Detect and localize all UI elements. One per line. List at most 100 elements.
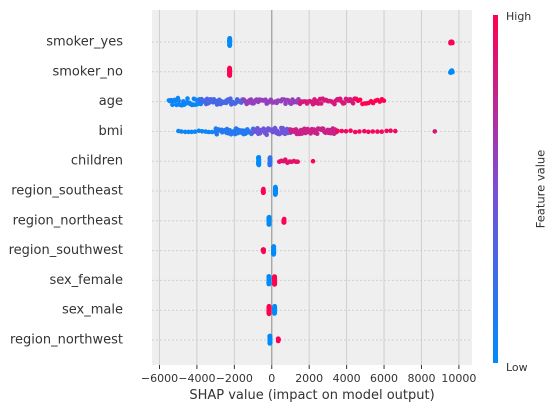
feature-label: children xyxy=(71,154,123,169)
feature-label: region_northwest xyxy=(10,333,123,348)
data-point xyxy=(318,101,324,106)
data-point xyxy=(272,309,278,314)
data-point xyxy=(275,336,281,342)
data-point xyxy=(264,132,270,137)
data-point xyxy=(248,97,254,102)
data-point xyxy=(283,101,288,106)
data-point xyxy=(255,126,260,131)
data-point xyxy=(214,132,220,137)
data-point xyxy=(295,159,301,164)
feature-label: age xyxy=(99,94,123,109)
x-tick-label: 0 xyxy=(268,372,275,385)
plot-background xyxy=(152,10,472,365)
data-point xyxy=(432,129,438,134)
data-point xyxy=(352,129,358,135)
data-point xyxy=(271,252,277,257)
data-point xyxy=(182,129,188,135)
x-tick-label: 6000 xyxy=(370,372,398,385)
data-point xyxy=(281,220,287,225)
data-point xyxy=(339,128,345,134)
x-tick-label: −2000 xyxy=(216,372,253,385)
x-tick-label: 2000 xyxy=(295,372,323,385)
feature-label: sex_female xyxy=(49,273,123,288)
colorbar xyxy=(493,15,498,363)
data-point xyxy=(256,156,261,162)
x-tick-label: −6000 xyxy=(141,372,178,385)
data-point xyxy=(260,248,266,253)
data-point xyxy=(179,129,184,134)
colorbar-high-label: High xyxy=(506,10,531,23)
x-tick-label: −4000 xyxy=(178,372,215,385)
data-point xyxy=(381,98,387,103)
data-point xyxy=(388,128,393,133)
data-point xyxy=(189,129,194,135)
data-point xyxy=(204,96,210,102)
data-points xyxy=(166,36,455,346)
x-tick-label: 4000 xyxy=(333,372,361,385)
data-point xyxy=(273,191,278,196)
data-point xyxy=(357,129,362,134)
data-point xyxy=(343,129,349,134)
data-point xyxy=(384,128,389,134)
data-point xyxy=(266,309,272,315)
data-point xyxy=(272,281,277,287)
data-point xyxy=(176,98,181,103)
colorbar-title: Feature value xyxy=(534,150,548,229)
data-point xyxy=(281,216,287,222)
data-point xyxy=(335,128,340,134)
x-axis-ticks: −6000 −4000 −2000 0 2000 4000 6000 8000 10000 xyxy=(141,365,476,385)
data-point xyxy=(362,128,367,134)
data-point xyxy=(266,216,272,221)
feature-label: region_northeast xyxy=(13,213,123,228)
data-point xyxy=(271,246,277,251)
data-point xyxy=(450,69,455,75)
data-point xyxy=(379,129,385,134)
feature-label: bmi xyxy=(98,124,123,139)
data-point xyxy=(256,162,262,168)
data-point xyxy=(260,190,266,195)
colorbar-low-label: Low xyxy=(506,361,528,374)
data-point xyxy=(228,96,233,101)
x-tick-label: 8000 xyxy=(407,372,435,385)
feature-label: smoker_no xyxy=(53,64,124,79)
data-point xyxy=(227,73,232,78)
data-point xyxy=(170,102,175,108)
data-point xyxy=(302,126,307,132)
data-point xyxy=(227,67,232,73)
data-point xyxy=(375,129,380,134)
data-point xyxy=(267,161,273,166)
data-point xyxy=(393,128,398,134)
x-tick-label: 10000 xyxy=(441,372,476,385)
x-axis-title: SHAP value (impact on model output) xyxy=(189,388,434,403)
feature-label: region_southeast xyxy=(11,184,123,199)
data-point xyxy=(266,221,272,227)
data-point xyxy=(310,158,316,164)
data-point xyxy=(366,129,371,135)
data-point xyxy=(272,304,277,310)
data-point xyxy=(342,100,347,106)
data-point xyxy=(332,101,337,107)
data-point xyxy=(357,97,363,103)
data-point xyxy=(185,96,190,101)
data-point xyxy=(206,129,211,135)
data-point xyxy=(272,275,278,280)
data-point xyxy=(348,128,353,133)
data-point xyxy=(266,274,272,279)
data-point xyxy=(450,40,455,46)
data-point xyxy=(314,131,320,136)
data-point xyxy=(273,185,278,190)
feature-label: smoker_yes xyxy=(46,35,123,50)
data-point xyxy=(266,281,272,286)
data-point xyxy=(267,338,273,343)
data-point xyxy=(370,129,376,134)
data-point xyxy=(227,38,233,43)
feature-label: sex_male xyxy=(62,303,123,318)
data-point xyxy=(199,129,205,134)
data-point xyxy=(267,155,273,161)
data-point xyxy=(192,129,198,134)
data-point xyxy=(350,101,356,106)
feature-label: region_southwest xyxy=(9,243,123,258)
